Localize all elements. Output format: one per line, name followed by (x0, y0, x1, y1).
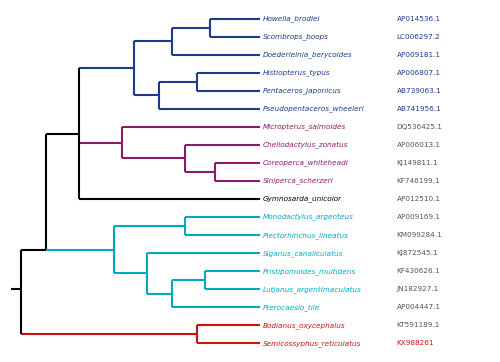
Text: Pristipomoides_multidens: Pristipomoides_multidens (263, 268, 356, 275)
Text: Histiopterus_typus: Histiopterus_typus (263, 70, 330, 76)
Text: Pseudopentaceros_wheeleri: Pseudopentaceros_wheeleri (263, 105, 364, 112)
Text: Semicossyphus_reticulatus: Semicossyphus_reticulatus (263, 340, 362, 347)
Text: KF746199.1: KF746199.1 (396, 178, 440, 184)
Text: AB741956.1: AB741956.1 (396, 106, 441, 112)
Text: Gymnosarda_unicolor: Gymnosarda_unicolor (263, 195, 342, 202)
Text: Scombrops_boops: Scombrops_boops (263, 33, 329, 40)
Text: KJ149811.1: KJ149811.1 (396, 160, 438, 166)
Text: KM099284.1: KM099284.1 (396, 232, 442, 238)
Text: KJ872545.1: KJ872545.1 (396, 250, 438, 256)
Text: KT591189.1: KT591189.1 (396, 322, 440, 328)
Text: AP004447.1: AP004447.1 (396, 304, 440, 310)
Text: DQ536425.1: DQ536425.1 (396, 124, 442, 130)
Text: AP012510.1: AP012510.1 (396, 196, 440, 202)
Text: AP014536.1: AP014536.1 (396, 16, 440, 22)
Text: Pentaceros_japonicus: Pentaceros_japonicus (263, 87, 342, 94)
Text: Plectorhinchus_lineatus: Plectorhinchus_lineatus (263, 232, 349, 239)
Text: AP009169.1: AP009169.1 (396, 214, 440, 220)
Text: Howella_brodiei: Howella_brodiei (263, 15, 320, 22)
Text: Monodactylus_argenteus: Monodactylus_argenteus (263, 214, 354, 220)
Text: JN182927.1: JN182927.1 (396, 286, 439, 292)
Text: Siganus_canaliculatus: Siganus_canaliculatus (263, 250, 344, 257)
Text: KF430626.1: KF430626.1 (396, 268, 440, 274)
Text: AP006807.1: AP006807.1 (396, 70, 440, 76)
Text: LC006297.2: LC006297.2 (396, 34, 440, 40)
Text: AB739063.1: AB739063.1 (396, 88, 441, 94)
Text: Bodianus_oxycephalus: Bodianus_oxycephalus (263, 322, 345, 329)
Text: AP006013.1: AP006013.1 (396, 142, 440, 148)
Text: Micropterus_salmoides: Micropterus_salmoides (263, 123, 346, 130)
Text: Pterocaesio_tile: Pterocaesio_tile (263, 304, 320, 311)
Text: Siniperca_scherzeri: Siniperca_scherzeri (263, 178, 334, 184)
Text: Coreoperca_whiteheadi: Coreoperca_whiteheadi (263, 160, 349, 167)
Text: Cheilodactylus_zonatus: Cheilodactylus_zonatus (263, 142, 348, 148)
Text: Lutjanus_argentimaculatus: Lutjanus_argentimaculatus (263, 286, 362, 292)
Text: KX988261: KX988261 (396, 340, 434, 346)
Text: Doederleinia_berycoides: Doederleinia_berycoides (263, 51, 352, 58)
Text: AP009181.1: AP009181.1 (396, 52, 440, 58)
